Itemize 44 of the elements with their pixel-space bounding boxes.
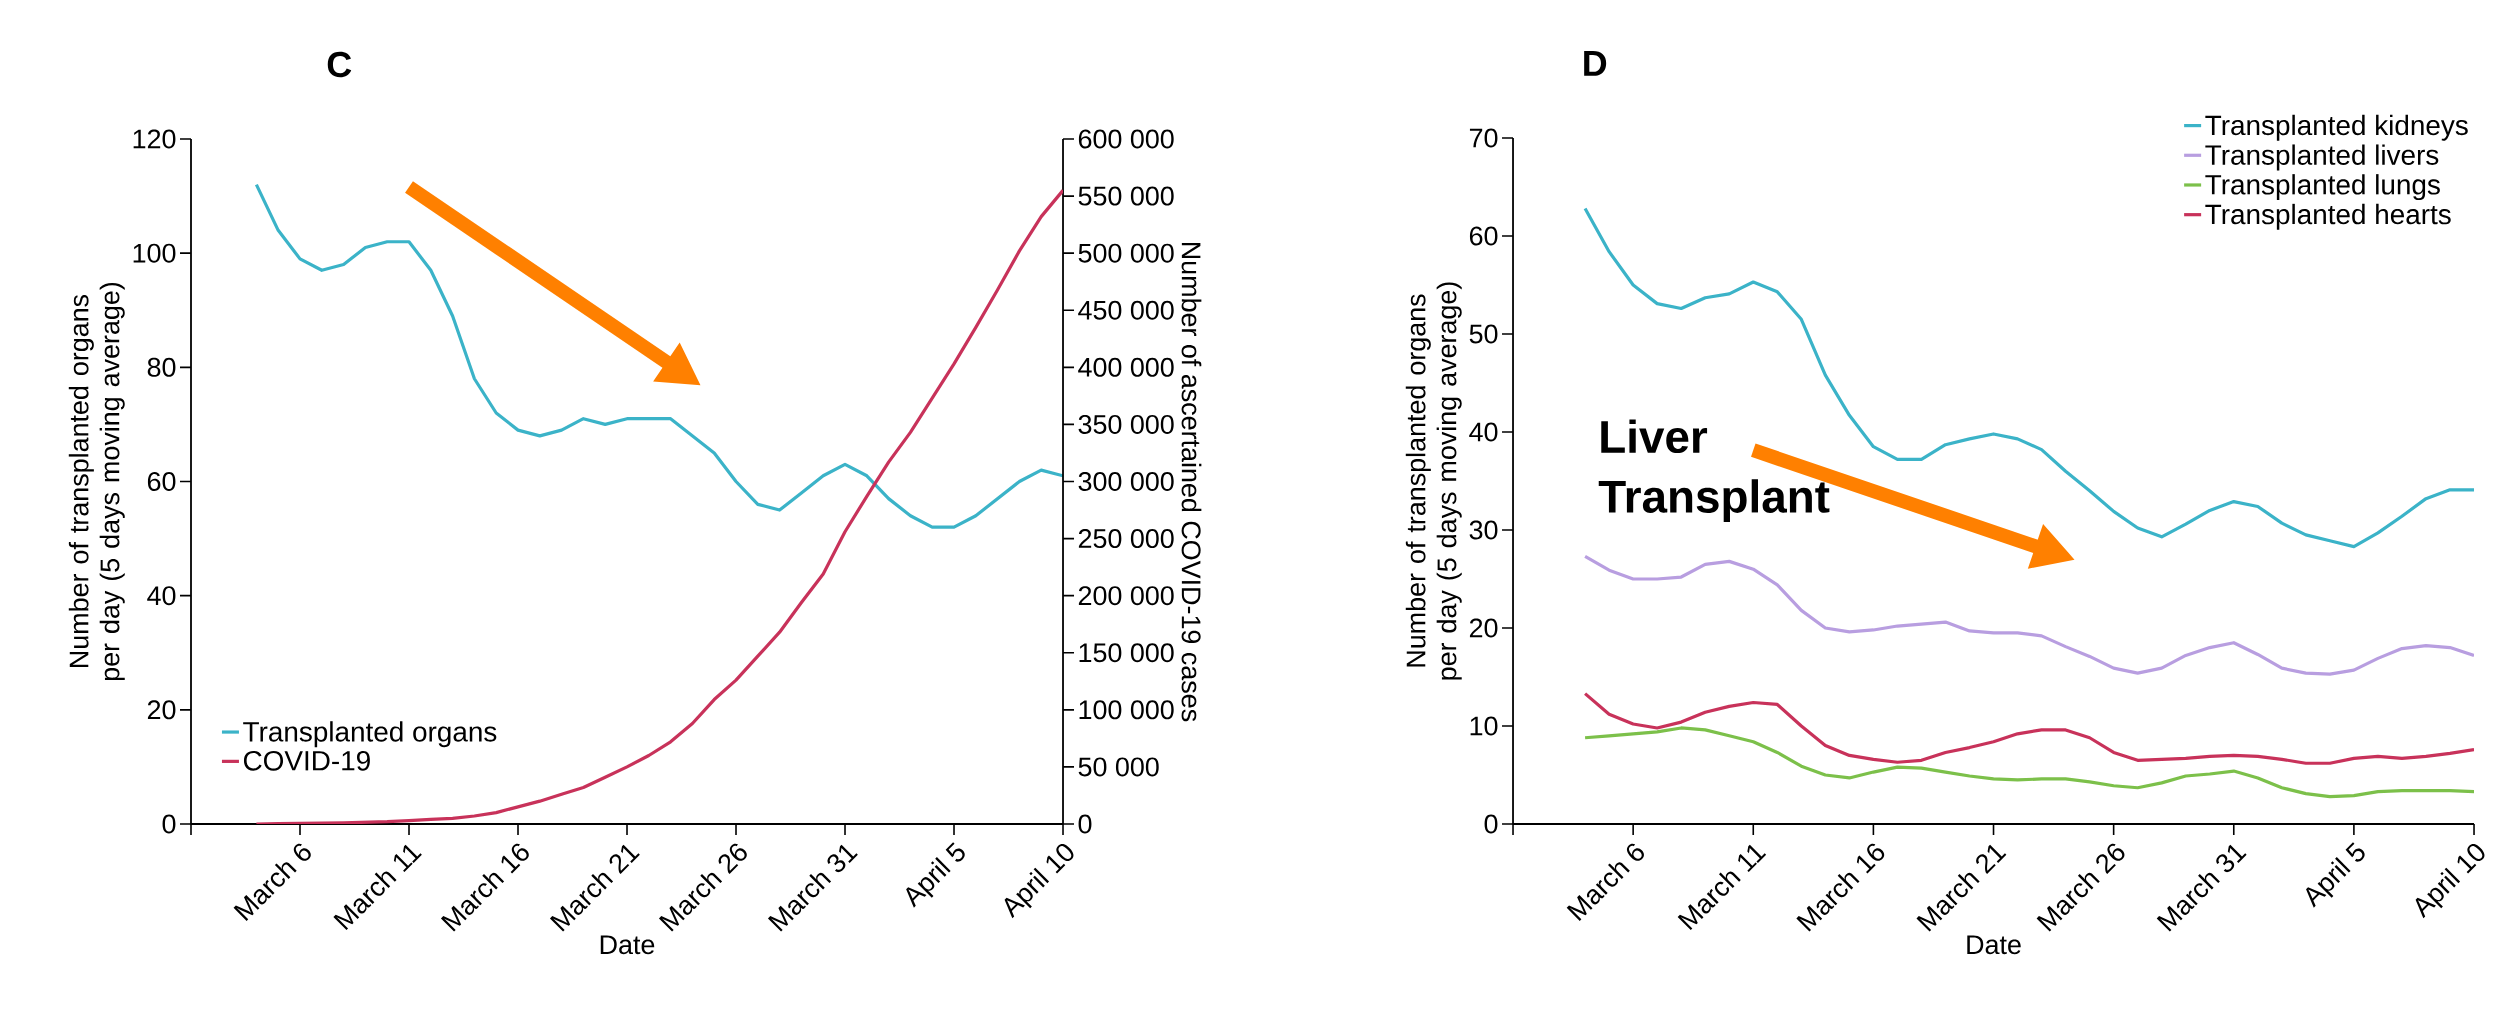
y2-tick-label: 600 000 [1078, 129, 1174, 149]
y-tick-label: 100 [133, 243, 176, 263]
y-tick-label: 20 [1469, 618, 1498, 638]
y-tick-label: 30 [1469, 520, 1498, 540]
y2-tick-label: 350 000 [1078, 414, 1174, 434]
y-tick-label: 70 [1469, 128, 1498, 148]
legend-label: Transplanted lungs [2205, 174, 2440, 201]
x-axis-title: Date [600, 935, 655, 955]
y2-tick-label: 400 000 [1078, 357, 1174, 377]
line-series [1583, 692, 2475, 765]
y-tick-label: 0 [162, 814, 176, 834]
y2-tick-label: 300 000 [1078, 471, 1174, 492]
y-tick-label: 0 [1484, 814, 1498, 834]
annotation: Liver Transplant [1598, 419, 1830, 522]
legend-label: Transplanted kidneys [2205, 114, 2468, 141]
y-tick-label: 40 [147, 586, 176, 606]
y-axis-title: Number of transplanted organs per day (5 days moving average) [68, 282, 125, 681]
y2-tick-label: 450 000 [1078, 300, 1174, 320]
y2-tick-label: 550 000 [1078, 186, 1174, 206]
y-tick-label: 20 [147, 700, 176, 720]
chart-title: C [327, 51, 352, 78]
y-axis-title: Number of transplanted organs per day (5 days moving average) [1405, 282, 1462, 680]
chart-title: D [1584, 51, 1607, 76]
y-tick-label: 60 [147, 471, 176, 492]
y-tick-label: 50 [1469, 324, 1498, 344]
y-tick-label: 120 [133, 129, 176, 149]
x-axis-title: Date [1967, 935, 2021, 955]
y2-tick-label: 250 000 [1078, 529, 1174, 549]
y2-tick-label: 100 000 [1079, 700, 1174, 720]
legend-label: COVID-19 [243, 750, 370, 771]
y2-tick-label: 0 [1078, 814, 1092, 834]
y-tick-label: 10 [1470, 716, 1498, 736]
legend-label: Transplanted livers [2205, 144, 2439, 171]
y2-tick-label: 50 000 [1078, 757, 1159, 777]
line-series [1583, 554, 2475, 676]
y2-tick-label: 150 000 [1079, 643, 1174, 663]
y2-axis-title: Number of ascertained COVID-19 cases [1181, 243, 1202, 722]
legend-label: Transplanted organs [243, 721, 497, 748]
legend-label: Transplanted hearts [2205, 203, 2451, 230]
y2-tick-label: 500 000 [1078, 243, 1174, 263]
y-tick-label: 80 [147, 357, 176, 377]
y-tick-label: 60 [1469, 226, 1498, 246]
y2-tick-label: 200 000 [1078, 586, 1174, 606]
y-tick-label: 40 [1469, 422, 1498, 442]
